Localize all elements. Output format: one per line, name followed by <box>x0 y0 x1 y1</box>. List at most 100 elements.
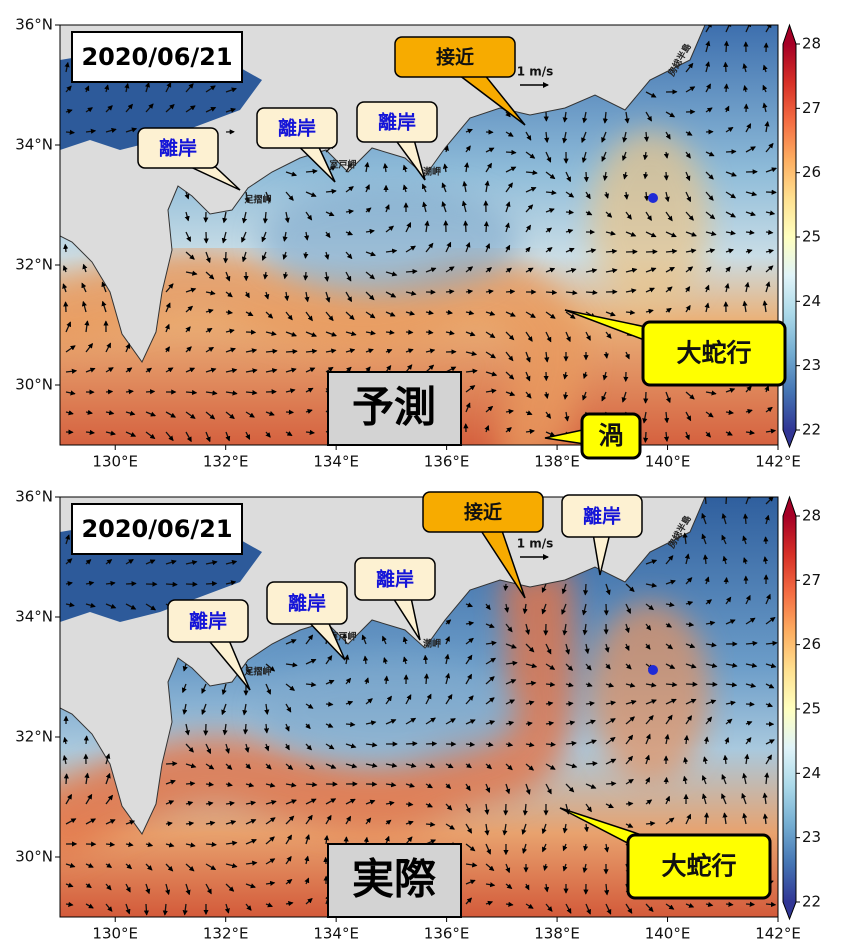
current-arrow <box>385 819 392 825</box>
current-arrow <box>465 654 473 665</box>
current-arrow <box>305 311 313 322</box>
current-arrow <box>305 703 314 709</box>
current-arrow <box>345 677 352 685</box>
current-arrow <box>503 583 509 592</box>
place-name: 潮岬 <box>423 166 441 178</box>
current-arrow <box>245 763 251 770</box>
current-arrow <box>602 371 608 381</box>
current-arrow <box>525 680 537 686</box>
current-arrow <box>545 431 556 437</box>
current-arrow <box>345 815 352 825</box>
current-arrow <box>605 331 612 339</box>
current-arrow <box>665 391 671 404</box>
lat-tick-label: 36°N <box>15 488 53 506</box>
current-arrow <box>765 663 777 669</box>
current-arrow <box>525 311 536 319</box>
current-arrow <box>543 883 550 893</box>
current-arrow <box>522 843 528 854</box>
current-arrow <box>305 897 313 905</box>
current-arrow <box>65 882 74 888</box>
lon-tick-label: 130°E <box>92 453 138 471</box>
current-arrow <box>325 655 333 665</box>
current-arrow <box>284 291 290 302</box>
current-arrow <box>165 367 174 373</box>
current-arrow <box>605 781 617 787</box>
current-arrow <box>184 723 190 736</box>
current-arrow <box>665 681 678 688</box>
current-arrow <box>522 803 528 816</box>
current-arrow <box>704 302 710 313</box>
current-arrow <box>265 858 276 865</box>
current-arrow <box>201 683 207 694</box>
current-arrow <box>505 427 512 433</box>
current-arrow <box>441 201 447 213</box>
callout-label: 接近 <box>436 47 474 69</box>
current-arrow <box>385 762 398 768</box>
current-arrow <box>602 111 608 124</box>
current-arrow <box>585 903 591 915</box>
current-arrow <box>62 265 68 273</box>
current-arrow <box>62 754 68 765</box>
current-arrow <box>385 782 397 788</box>
current-arrow <box>582 391 587 401</box>
current-arrow <box>585 331 591 341</box>
current-arrow <box>562 131 568 144</box>
current-arrow <box>725 230 736 236</box>
callout-cover <box>140 130 216 166</box>
current-arrow <box>705 191 714 201</box>
current-arrow <box>505 331 515 341</box>
current-arrow <box>545 151 552 163</box>
current-arrow <box>205 820 216 826</box>
current-arrow <box>145 603 157 611</box>
current-arrow <box>723 40 729 53</box>
current-arrow <box>765 142 774 153</box>
current-arrow <box>64 61 70 73</box>
current-arrow <box>182 703 188 715</box>
current-arrow <box>485 863 495 871</box>
current-arrow <box>304 291 310 303</box>
current-arrow <box>325 743 335 750</box>
current-arrow <box>345 251 353 260</box>
current-arrow <box>625 603 631 614</box>
current-arrow <box>705 681 718 687</box>
current-arrow <box>705 599 712 605</box>
current-arrow <box>285 799 297 805</box>
current-arrow <box>65 793 73 805</box>
current-arrow <box>241 251 247 263</box>
current-arrow <box>701 793 707 805</box>
callout-cover <box>359 104 435 140</box>
lon-tick-label: 132°E <box>203 925 249 943</box>
current-arrow <box>305 681 317 688</box>
current-arrow <box>645 820 656 827</box>
current-arrow <box>665 131 671 140</box>
current-arrow <box>701 512 707 525</box>
current-arrow <box>685 813 692 825</box>
current-arrow <box>504 603 510 613</box>
current-arrow <box>505 679 517 685</box>
current-arrow <box>725 25 732 33</box>
current-arrow <box>145 367 153 373</box>
current-arrow <box>325 701 334 707</box>
colorbar-tick-label: 26 <box>802 163 821 181</box>
current-arrow <box>605 211 613 218</box>
current-arrow <box>245 800 257 806</box>
current-arrow <box>725 171 737 177</box>
current-arrow <box>725 430 733 436</box>
current-arrow <box>745 146 756 153</box>
callout-cover <box>170 602 246 640</box>
current-arrow <box>445 783 452 789</box>
current-arrow <box>205 327 213 333</box>
current-arrow <box>465 783 471 792</box>
current-arrow <box>525 783 531 795</box>
current-arrow <box>685 286 691 293</box>
current-arrow <box>245 883 256 889</box>
current-arrow <box>162 903 168 916</box>
current-arrow <box>425 821 436 828</box>
current-arrow <box>105 559 113 565</box>
current-arrow <box>385 225 394 233</box>
current-arrow <box>565 740 577 747</box>
current-arrow <box>65 534 71 545</box>
current-arrow <box>705 61 711 73</box>
current-arrow <box>565 247 575 253</box>
current-arrow <box>705 642 717 648</box>
